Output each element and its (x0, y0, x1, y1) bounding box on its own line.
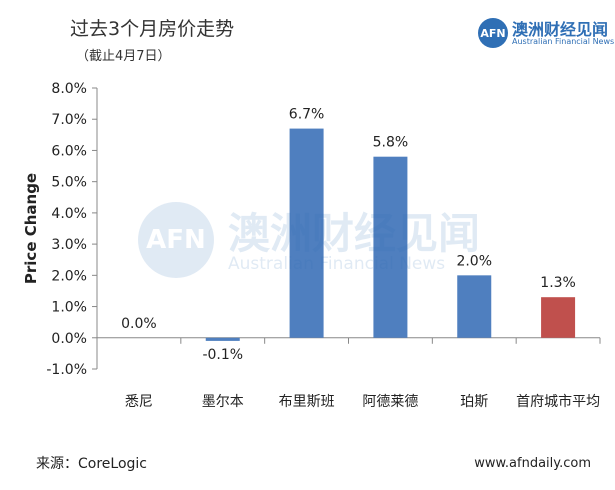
bar (289, 128, 324, 338)
y-tick-label: -1.0% (46, 362, 87, 378)
logo-name-cn: 澳洲财经见闻 (512, 20, 609, 39)
chart-subtitle: （截止4月7日） (76, 49, 171, 64)
y-axis-title: Price Change (22, 173, 40, 284)
category-label: 布里斯班 (279, 394, 335, 410)
logo-badge: AFN (478, 18, 508, 48)
y-tick-label: 6.0% (51, 143, 87, 159)
y-tick-label: 1.0% (51, 300, 87, 316)
category-label: 珀斯 (460, 394, 488, 410)
data-label: 2.0% (456, 253, 492, 269)
y-tick-label: 2.0% (51, 268, 87, 284)
logo-name-en: Australian Financial News (512, 37, 615, 46)
source-note: 来源：CoreLogic (36, 456, 147, 472)
category-label: 阿德莱德 (362, 394, 418, 410)
category-label: 墨尔本 (202, 394, 244, 410)
data-label: 0.0% (121, 316, 157, 332)
data-label: 1.3% (540, 275, 576, 291)
category-label: 首府城市平均 (516, 393, 600, 410)
y-tick-label: 5.0% (51, 175, 87, 191)
category-label: 悉尼 (125, 394, 153, 410)
data-label: 5.8% (373, 135, 409, 151)
y-tick-label: 7.0% (51, 112, 87, 128)
data-label: 6.7% (289, 107, 325, 123)
y-tick-label: 0.0% (51, 331, 87, 347)
bar (205, 337, 240, 341)
y-tick-label: 4.0% (51, 206, 87, 222)
chart-title: 过去3个月房价走势 (70, 18, 235, 40)
y-tick-label: 3.0% (51, 237, 87, 253)
bar (373, 156, 408, 338)
bar (541, 297, 576, 338)
bar (457, 275, 492, 338)
website-url: www.afndaily.com (474, 456, 591, 471)
data-label: -0.1% (202, 347, 243, 363)
y-tick-label: 8.0% (51, 81, 87, 97)
